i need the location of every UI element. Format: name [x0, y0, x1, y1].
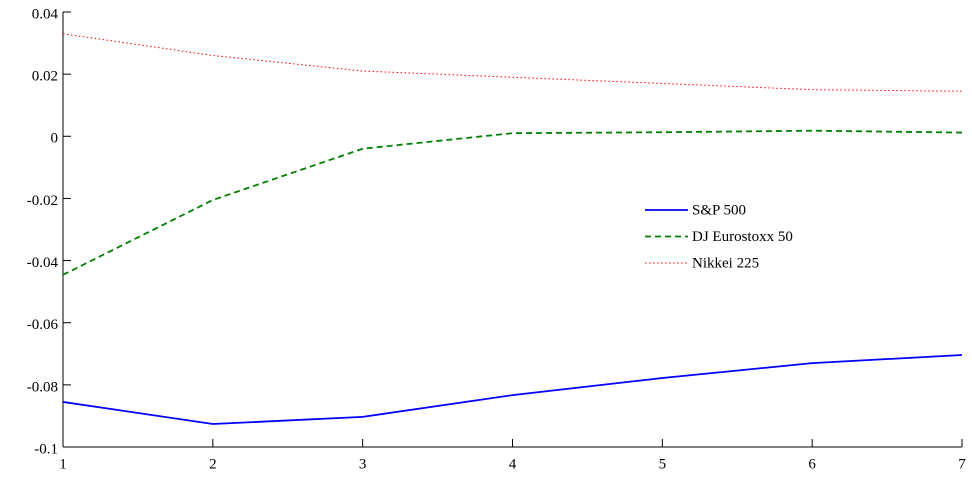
x-tick-label: 5: [659, 456, 667, 472]
y-tick-label: -0.04: [27, 255, 59, 271]
y-tick-label: -0.08: [27, 379, 58, 395]
y-tick-label: -0.02: [27, 193, 58, 209]
y-tick-label: 0: [51, 131, 59, 147]
legend-label: DJ Eurostoxx 50: [692, 229, 793, 245]
x-tick-label: 2: [209, 456, 217, 472]
y-tick-label: -0.06: [27, 317, 59, 333]
series-line: [62, 354, 963, 425]
x-tick-label: 3: [359, 456, 367, 472]
series-line: [62, 129, 963, 276]
x-tick-label: 1: [59, 456, 67, 472]
legend-label: Nikkei 225: [692, 255, 759, 271]
legend-label: S&P 500: [692, 202, 746, 218]
y-tick-label: 0.02: [32, 69, 58, 85]
x-tick-label: 7: [958, 456, 966, 472]
series-line: [62, 33, 963, 92]
y-tick-label: -0.1: [34, 441, 58, 457]
x-tick-label: 4: [509, 456, 517, 472]
x-tick-label: 6: [808, 456, 816, 472]
y-tick-label: 0.04: [32, 6, 59, 22]
